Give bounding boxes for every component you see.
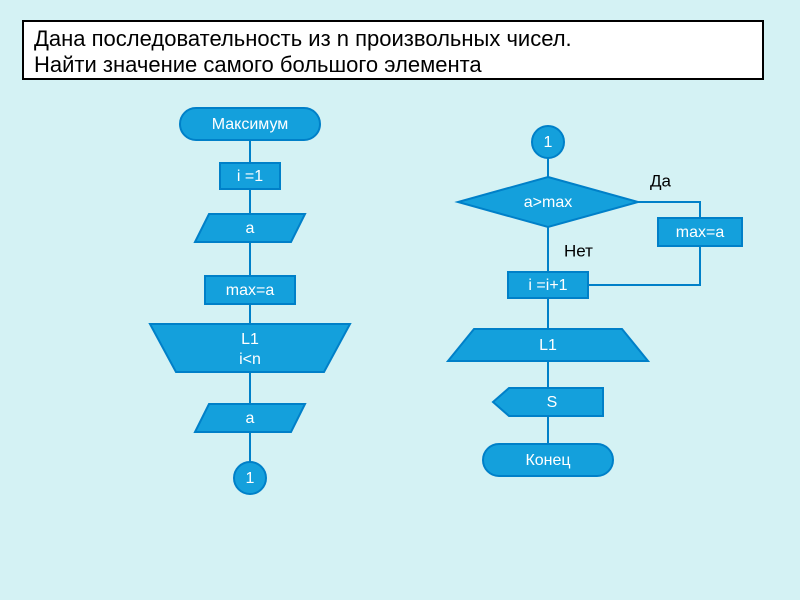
flowchart-canvas: Дана последовательность из n произвольны… <box>0 0 800 600</box>
node-label: i =1 <box>237 168 263 185</box>
node-label: Конец <box>525 452 570 469</box>
node-label: max=a <box>226 282 275 299</box>
edge-label: Да <box>650 171 672 190</box>
node-label: max=a <box>676 224 725 241</box>
edge <box>588 246 700 285</box>
node-label: a>max <box>524 194 572 211</box>
node-label: 1 <box>246 470 255 487</box>
nodes <box>150 108 742 494</box>
node-label: L1 <box>539 337 557 354</box>
flowchart-svg: Нет Да Максимум i =1 a max=a L1 i<n a 1 1 a>max max=… <box>0 0 800 600</box>
edges: Нет Да <box>250 140 700 462</box>
node-label: S <box>547 394 558 411</box>
node-label: Максимум <box>212 116 289 133</box>
node-label: i<n <box>239 351 261 368</box>
node-label: L1 <box>241 331 259 348</box>
node-label: a <box>246 410 255 427</box>
node-label: 1 <box>544 134 553 151</box>
edge <box>638 202 700 218</box>
node-label: i =i+1 <box>528 277 567 294</box>
edge-label: Нет <box>564 241 593 260</box>
node-label: a <box>246 220 255 237</box>
